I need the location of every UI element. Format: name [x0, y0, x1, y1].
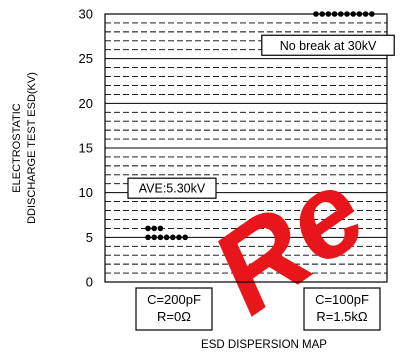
data-point	[344, 11, 350, 17]
data-point	[163, 234, 170, 241]
y-tick-label: 20	[79, 96, 93, 111]
y-tick-label: 25	[79, 51, 93, 66]
x-category: C=200pF R=0Ω	[135, 287, 213, 331]
annotation-box	[127, 177, 217, 199]
annotation-text: No break at 30kV	[280, 39, 377, 53]
data-point	[369, 11, 375, 17]
category-box	[303, 287, 381, 331]
data-point	[182, 234, 188, 241]
annotation: AVE:5.30kV	[127, 177, 217, 199]
data-point	[145, 234, 151, 241]
x-category-labels: C=200pF R=0Ω C=100pF R=1.5kΩ	[135, 287, 381, 331]
grid	[105, 22, 387, 274]
y-tick-label: 10	[79, 185, 93, 200]
annotation-box	[261, 34, 395, 56]
data-point	[350, 11, 357, 17]
y-tick-label: 0	[86, 275, 93, 290]
data-point	[151, 225, 157, 232]
y-tick-label: 30	[79, 7, 93, 22]
data-point	[338, 11, 344, 17]
data-point	[362, 11, 369, 17]
data-point	[151, 234, 157, 241]
y-tick-label: 15	[79, 141, 93, 156]
x-axis-label: ESD DISPERSION MAP	[201, 339, 327, 351]
data-point	[356, 11, 363, 17]
y-tick-label: 5	[86, 230, 93, 245]
category-label: C=100pF	[315, 292, 369, 307]
data-point	[176, 234, 182, 241]
data-point	[331, 11, 338, 17]
data-point	[157, 225, 164, 232]
y-axis-label-line-2: DDISCHARGE TEST ESD(KV)	[26, 72, 38, 224]
data-point	[319, 11, 326, 17]
data-point	[325, 11, 332, 17]
plot-frame	[104, 13, 388, 283]
category-label: C=200pF	[147, 292, 201, 307]
data-points	[145, 11, 375, 241]
annotation-text: AVE:5.30kV	[139, 182, 206, 196]
category-box	[135, 287, 213, 331]
y-axis-ticks: 0 5 10 15 20 25 30	[79, 7, 93, 290]
data-point	[313, 11, 319, 17]
plot-border	[104, 13, 388, 283]
annotation: No break at 30kV	[261, 34, 395, 56]
annotations: No break at 30kV AVE:5.30kV	[127, 34, 395, 199]
y-axis-label-line-1: ELECTROSTATIC	[11, 103, 23, 192]
x-category: C=100pF R=1.5kΩ	[303, 287, 381, 331]
category-label: R=1.5kΩ	[316, 309, 368, 324]
data-point	[157, 234, 164, 241]
category-label: R=0Ω	[157, 309, 191, 324]
data-point	[170, 234, 176, 241]
data-point	[145, 225, 151, 232]
